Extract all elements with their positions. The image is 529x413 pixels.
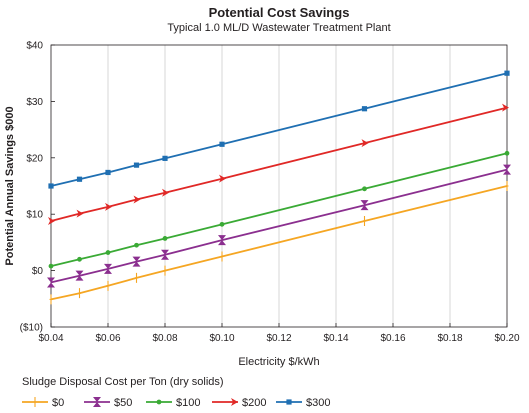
data-point [505,181,509,191]
legend-marker [231,398,238,406]
series-200 [48,103,509,225]
data-point [219,221,225,227]
x-tick-label: $0.06 [95,333,120,344]
x-tick-label: $0.16 [380,333,405,344]
data-point [162,188,169,197]
series-line-200 [50,106,508,222]
series-line-0 [50,185,508,301]
series-100 [48,150,510,269]
y-tick-label: ($10) [20,323,43,334]
data-point [220,251,224,262]
grid [107,45,451,327]
legend-item-0: $0 [22,397,64,409]
data-point [503,164,511,175]
data-point [48,183,54,189]
y-tick-label: $40 [26,41,43,52]
data-point [361,106,368,112]
data-point [363,215,366,226]
data-point [133,162,140,168]
data-point [134,242,139,248]
data-point [105,250,111,255]
data-point [163,265,167,276]
series-line-100 [50,152,508,267]
y-tick-label: $20 [26,153,43,164]
data-point [504,70,510,76]
data-point [218,235,226,246]
legend-label: $300 [306,397,330,409]
series-line-300 [50,72,508,187]
data-point [219,174,226,183]
data-point [47,277,55,288]
data-point [76,176,83,182]
legend-label: $200 [242,397,266,409]
legend-marker [156,399,162,405]
x-tick-label: $0.14 [323,333,348,344]
data-point [77,256,82,262]
data-point [104,263,112,274]
data-point [105,202,112,211]
data-point [161,249,169,260]
data-point [132,256,141,267]
y-tick-label: $10 [26,210,43,221]
y-axis-title: Potential Annual Savings $000 [4,106,16,265]
data-point [78,288,81,299]
data-point [49,294,53,305]
series-50 [47,164,511,288]
data-point [219,141,225,147]
legend-label: $100 [176,397,200,409]
series-0 [49,181,509,305]
legend-marker [286,399,292,405]
data-point [105,169,111,176]
data-point [162,236,168,241]
data-point [360,200,369,211]
x-tick-label: $0.18 [437,333,462,344]
data-point [361,139,369,148]
data-point [135,272,138,283]
legend-item-50: $50 [84,397,132,409]
data-point [76,209,84,218]
legend-title: Sludge Disposal Cost per Ton (dry solids… [22,376,224,388]
data-point [75,270,84,281]
axis-ticks: $0.04 $0.06 $0.08 $0.10 $0.12 $0.14 $0.16 $0.18… [20,41,520,345]
legend-label: $0 [52,397,64,409]
chart-title: Potential Cost Savings [209,5,350,20]
data-point [162,155,168,161]
legend-item-100: $100 [146,397,200,409]
data-point [48,216,55,225]
data-point [48,263,54,269]
legend-item-300: $300 [276,397,330,409]
legend: $0 $50 $100 $200 $300 [22,397,330,409]
data-point [106,280,110,291]
x-tick-label: $0.20 [494,333,519,344]
x-tick-label: $0.08 [152,333,177,344]
legend-marker [93,397,101,407]
x-axis-title: Electricity $/kWh [238,356,319,368]
series-group [47,70,511,305]
series-line-50 [50,168,508,284]
data-point [362,186,367,192]
y-tick-label: $0 [32,266,44,277]
x-tick-label: $0.10 [209,333,234,344]
legend-item-200: $200 [212,397,266,409]
legend-label: $50 [114,397,132,409]
legend-marker [33,397,37,407]
y-tick-label: $30 [26,97,43,108]
data-point [504,150,510,156]
chart-subtitle: Typical 1.0 ML/D Wastewater Treatment Pl… [167,22,390,34]
x-tick-label: $0.12 [266,333,291,344]
data-point [133,195,141,204]
data-point [502,103,509,112]
series-300 [48,70,510,189]
x-tick-label: $0.04 [38,333,63,344]
